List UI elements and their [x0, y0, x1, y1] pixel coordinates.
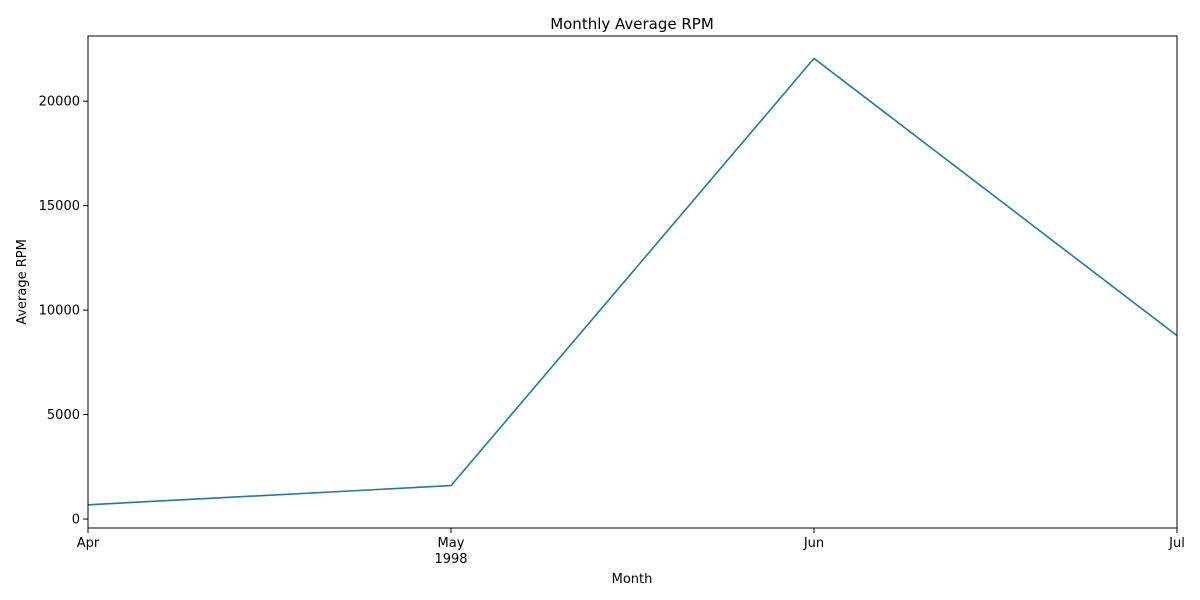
x-axis-label: Month	[612, 572, 653, 587]
chart-title: Monthly Average RPM	[550, 15, 714, 33]
plot-frame	[87, 35, 1178, 529]
y-tick-label: 0	[72, 513, 80, 528]
y-tick-label: 20000	[39, 95, 80, 110]
y-axis-label: Average RPM	[15, 239, 30, 325]
series-line-0	[87, 57, 1178, 506]
series-group	[87, 57, 1178, 506]
x-tick-label: Apr	[77, 536, 100, 551]
x-tick-label: May	[438, 536, 465, 551]
x-axis-ticks: Apr May Jun Jul	[77, 528, 1185, 551]
x-year-label: 1998	[434, 552, 467, 567]
y-tick-label: 5000	[47, 408, 80, 423]
y-tick-label: 15000	[39, 199, 80, 214]
x-tick-label: Jul	[1168, 536, 1185, 551]
y-axis-ticks: 0 5000 10000 15000 20000	[39, 95, 88, 528]
x-tick-label: Jun	[803, 536, 824, 551]
y-tick-label: 10000	[39, 304, 80, 319]
